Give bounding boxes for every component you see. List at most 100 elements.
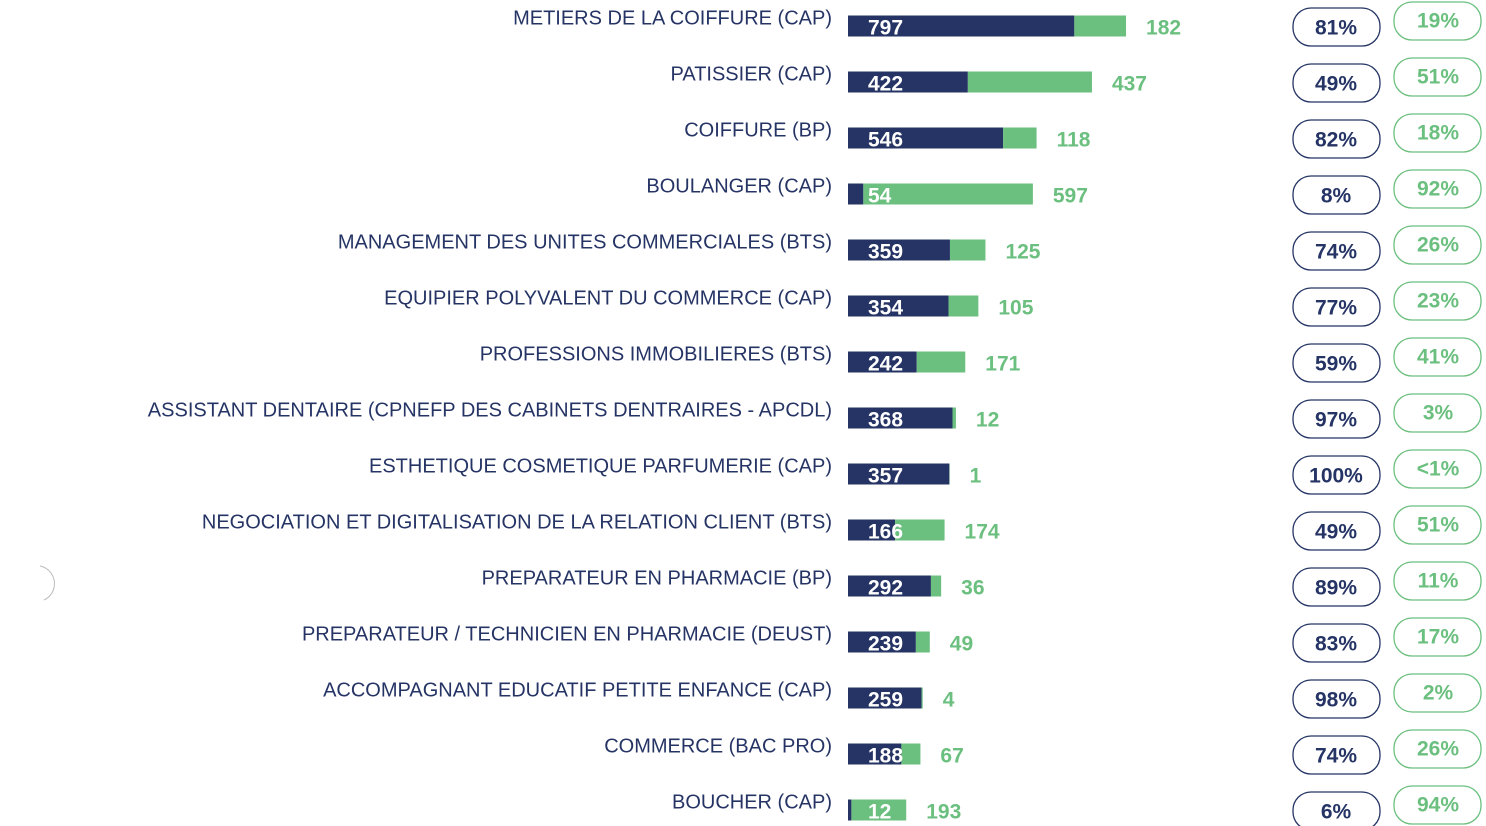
- bar-segment: [930, 575, 942, 597]
- share-pill: [1393, 169, 1482, 209]
- share-pill: [1292, 567, 1381, 607]
- value-label: 437: [1112, 73, 1147, 96]
- value-label: 171: [985, 353, 1020, 376]
- value-label: 4: [943, 689, 955, 712]
- value-label: 49: [950, 633, 973, 656]
- share-label: 51%: [1417, 514, 1459, 537]
- value-label: 188: [868, 745, 903, 768]
- share-pill: [1292, 399, 1381, 439]
- share-pill: [1292, 119, 1381, 159]
- bar-segment: [848, 687, 922, 709]
- bar-segment: [895, 519, 945, 541]
- share-label: 74%: [1315, 241, 1357, 264]
- value-label: 259: [868, 689, 903, 712]
- bar-segment: [863, 183, 1033, 205]
- share-pill: [1292, 231, 1381, 271]
- share-label: 82%: [1315, 129, 1357, 152]
- value-label: 125: [1005, 241, 1040, 264]
- share-label: 26%: [1417, 738, 1459, 761]
- value-label: 357: [868, 465, 903, 488]
- share-label: 41%: [1417, 346, 1459, 369]
- category-label: COIFFURE (BP): [684, 119, 832, 141]
- bar-segment: [848, 407, 953, 429]
- share-label: 77%: [1315, 297, 1357, 320]
- value-label: 359: [868, 241, 903, 264]
- value-label: 36: [961, 577, 984, 600]
- bar-segment: [848, 799, 852, 821]
- share-pill: [1393, 673, 1482, 713]
- value-label: 54: [868, 185, 892, 208]
- value-label: 67: [940, 745, 963, 768]
- share-label: <1%: [1417, 458, 1460, 481]
- share-label: 92%: [1417, 178, 1459, 201]
- share-pill: [1393, 729, 1482, 769]
- value-label: 12: [976, 409, 999, 432]
- share-pill: [1292, 7, 1381, 47]
- bar-segment: [848, 15, 1075, 37]
- value-label: 354: [868, 297, 903, 320]
- share-label: 100%: [1309, 465, 1363, 488]
- share-pill: [1393, 225, 1482, 265]
- share-pill: [1393, 617, 1482, 657]
- share-label: 98%: [1315, 689, 1357, 712]
- value-label: 1: [970, 465, 982, 488]
- bar-segment: [916, 351, 966, 373]
- share-label: 81%: [1315, 17, 1357, 40]
- value-label: 422: [868, 73, 903, 96]
- share-pill: [1393, 505, 1482, 545]
- bar-segment: [848, 183, 864, 205]
- share-label: 49%: [1315, 521, 1357, 544]
- share-label: 18%: [1417, 122, 1459, 145]
- share-label: 2%: [1423, 682, 1454, 705]
- bar-segment: [848, 463, 950, 485]
- bar-segment: [848, 295, 949, 317]
- share-pill: [1393, 57, 1482, 97]
- share-label: 94%: [1417, 794, 1459, 817]
- category-label: ASSISTANT DENTAIRE (CPNEFP DES CABINETS …: [148, 399, 832, 421]
- share-label: 6%: [1321, 801, 1352, 824]
- value-label: 193: [926, 801, 961, 824]
- value-label: 292: [868, 577, 903, 600]
- category-label: EQUIPIER POLYVALENT DU COMMERCE (CAP): [384, 287, 832, 309]
- value-label: 797: [868, 17, 903, 40]
- value-label: 118: [1057, 129, 1091, 152]
- value-label: 368: [868, 409, 903, 432]
- value-label: 182: [1146, 17, 1181, 40]
- share-pill: [1292, 287, 1381, 327]
- share-label: 26%: [1417, 234, 1459, 257]
- category-label: PATISSIER (CAP): [670, 63, 832, 85]
- bar-segment: [848, 631, 916, 653]
- bar-segment: [967, 71, 1092, 93]
- share-label: 74%: [1315, 745, 1357, 768]
- value-label: 597: [1053, 185, 1088, 208]
- bar-segment: [848, 71, 968, 93]
- category-label: PREPARATEUR EN PHARMACIE (BP): [482, 567, 832, 589]
- bar-segment: [848, 575, 931, 597]
- share-pill: [1393, 561, 1482, 601]
- value-label: 546: [868, 129, 903, 152]
- value-label: 12: [868, 801, 891, 824]
- bar-segment: [921, 687, 923, 709]
- share-pill: [1292, 343, 1381, 383]
- bar-segment: [901, 743, 921, 765]
- bar-segment: [848, 127, 1004, 149]
- category-label: ESTHETIQUE COSMETIQUE PARFUMERIE (CAP): [369, 455, 832, 477]
- share-label: 49%: [1315, 73, 1357, 96]
- bar-segment: [1003, 127, 1037, 149]
- share-label: 59%: [1315, 353, 1357, 376]
- share-pill: [1393, 393, 1482, 433]
- share-pill: [1393, 113, 1482, 153]
- category-label: NEGOCIATION ET DIGITALISATION DE LA RELA…: [202, 511, 832, 533]
- share-label: 11%: [1418, 570, 1459, 593]
- bar-segment: [1074, 15, 1127, 37]
- decoration: [39, 565, 55, 601]
- category-label: PROFESSIONS IMMOBILIERES (BTS): [480, 343, 832, 365]
- share-label: 19%: [1417, 10, 1459, 33]
- share-pill: [1292, 735, 1381, 775]
- value-label: 105: [998, 297, 1033, 320]
- value-label: 174: [965, 521, 1000, 544]
- share-pill: [1292, 791, 1381, 826]
- category-label: ACCOMPAGNANT EDUCATIF PETITE ENFANCE (CA…: [323, 679, 832, 701]
- category-label: PREPARATEUR / TECHNICIEN EN PHARMACIE (D…: [302, 623, 832, 645]
